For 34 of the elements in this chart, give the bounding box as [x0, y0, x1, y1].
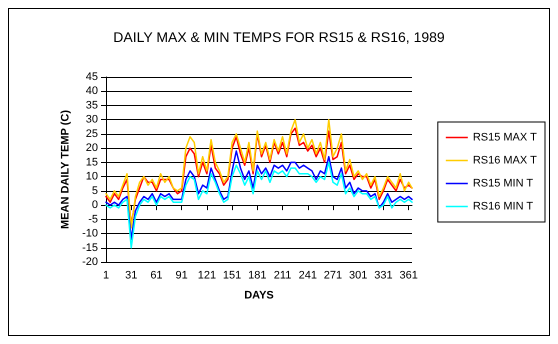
x-tick-label: 1 — [102, 270, 110, 282]
legend-label: RS16 MIN T — [472, 200, 534, 212]
y-tick-label: -15 — [82, 242, 98, 254]
y-tick-label: 15 — [86, 156, 98, 168]
chart-title: DAILY MAX & MIN TEMPS FOR RS15 & RS16, 1989 — [113, 29, 445, 45]
y-tick-label: 40 — [86, 85, 98, 98]
y-tick-label: 25 — [86, 128, 98, 140]
x-tick-label: 61 — [150, 270, 163, 282]
legend-label: RS15 MAX T — [472, 132, 538, 144]
legend-label: RS16 MAX T — [472, 154, 538, 166]
y-tick-label: 35 — [86, 99, 98, 112]
y-tick-label: 10 — [86, 170, 98, 183]
y-tick-label: 0 — [92, 199, 98, 212]
y-tick-label: -5 — [88, 213, 98, 226]
y-tick-label: 20 — [86, 142, 98, 154]
x-tick-label: 361 — [399, 270, 418, 282]
x-tick-label: 211 — [274, 270, 292, 282]
x-tick-label: 31 — [125, 270, 138, 282]
x-tick-label: 181 — [248, 270, 266, 282]
y-tick-label: -20 — [82, 256, 98, 268]
x-tick-label: 271 — [324, 270, 342, 282]
x-tick-label: 151 — [222, 270, 242, 282]
y-axis-title: MEAN DAILY TEMP (C) — [60, 110, 72, 229]
y-tick-label: 30 — [86, 114, 98, 126]
x-tick-label: 241 — [298, 270, 317, 282]
x-tick-label: 331 — [374, 270, 393, 282]
y-tick-label: -10 — [82, 228, 98, 240]
x-tick-label: 301 — [349, 270, 368, 282]
x-tick-label: 121 — [198, 270, 216, 282]
y-tick-label: 45 — [86, 71, 98, 83]
x-tick-label: 91 — [176, 270, 188, 282]
legend-label: RS15 MIN T — [472, 178, 534, 190]
x-axis-title: DAYS — [244, 290, 274, 302]
y-tick-label: 5 — [92, 184, 98, 197]
